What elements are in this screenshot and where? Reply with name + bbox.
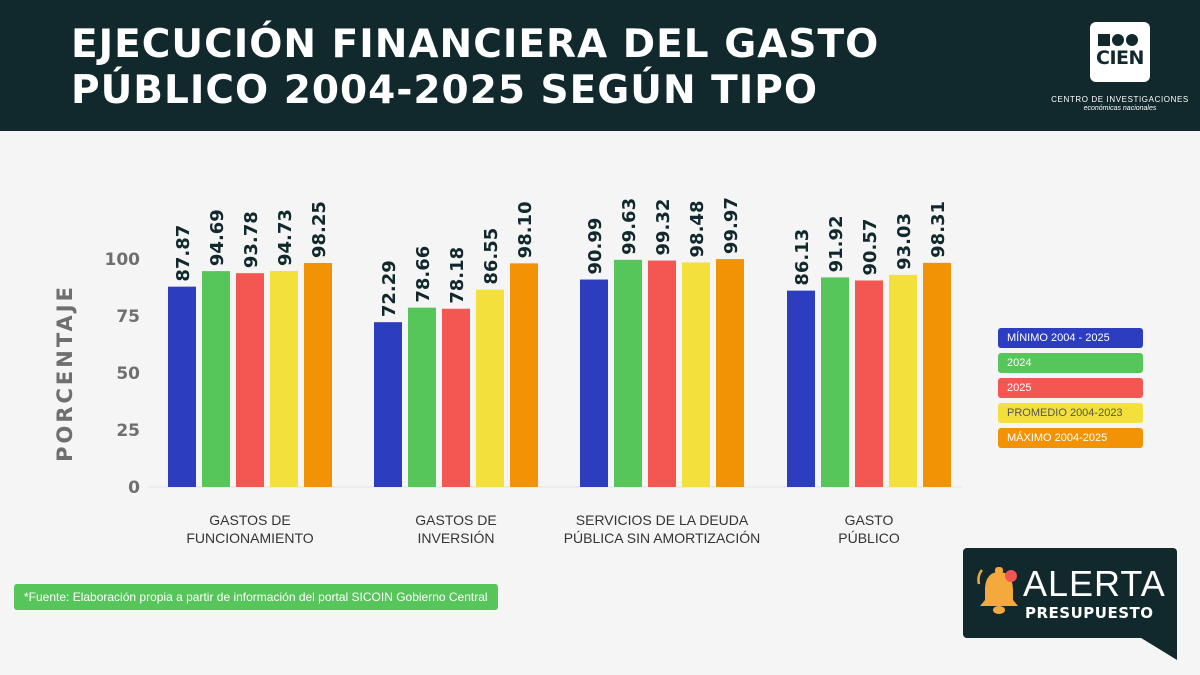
data-label: 93.03 — [894, 213, 915, 270]
source-note: *Fuente: Elaboración propia a partir de … — [14, 584, 498, 610]
bar — [408, 307, 436, 487]
legend-item: PROMEDIO 2004-2023 — [998, 403, 1143, 423]
data-label: 86.55 — [481, 228, 502, 285]
data-label: 86.13 — [792, 229, 813, 286]
bar — [202, 271, 230, 487]
category-label: GASTO — [845, 512, 894, 528]
bar — [442, 308, 470, 487]
y-tick-label: 25 — [116, 421, 140, 441]
bar — [648, 260, 676, 487]
bar — [614, 259, 642, 487]
data-label: 90.99 — [585, 218, 606, 275]
logo-subcaption: económicas nacionales — [1083, 105, 1157, 112]
bell-icon — [977, 567, 1018, 614]
data-label: 99.97 — [721, 197, 742, 254]
bar — [821, 277, 849, 487]
category-label: GASTOS DE — [415, 512, 496, 528]
bar — [580, 279, 608, 487]
y-tick-label: 100 — [105, 250, 141, 270]
data-label: 78.66 — [413, 246, 434, 303]
category-label: FUNCIONAMIENTO — [186, 530, 313, 546]
legend-item: 2025 — [998, 378, 1143, 398]
badge-tail-icon — [1133, 633, 1177, 660]
y-tick-label: 0 — [128, 478, 140, 498]
data-label: 72.29 — [379, 260, 400, 317]
badge-subtitle: PRESUPUESTO — [1025, 604, 1154, 622]
legend-item: MÍNIMO 2004 - 2025 — [998, 328, 1143, 348]
data-label: 87.87 — [173, 225, 194, 282]
bar — [304, 262, 332, 487]
data-label: 93.78 — [241, 211, 262, 268]
logo-mark-icon — [1098, 34, 1138, 46]
data-label: 91.92 — [826, 215, 847, 272]
bar — [510, 263, 538, 487]
legend-item: 2024 — [998, 353, 1143, 373]
bar — [682, 262, 710, 487]
data-label: 78.18 — [447, 247, 468, 304]
bar — [923, 262, 951, 487]
bar-chart: 0 25 50 75 100 PORCENTAJE 87.87 72.29 90.99 86.13… — [53, 197, 962, 546]
data-label: 98.48 — [687, 201, 708, 258]
bar — [374, 322, 402, 487]
data-label: 98.31 — [928, 201, 949, 258]
alerta-presupuesto-badge: ALERTA PRESUPUESTO — [963, 548, 1178, 660]
bar — [855, 280, 883, 487]
chart-legend: MÍNIMO 2004 - 2025 2024 2025 PROMEDIO 2004-… — [998, 328, 1143, 453]
category-label: INVERSIÓN — [417, 530, 494, 546]
bar — [716, 259, 744, 487]
data-label: 99.63 — [619, 198, 640, 255]
data-label: 90.57 — [860, 219, 881, 276]
badge-title: ALERTA — [1023, 563, 1166, 604]
page-title: EJECUCIÓN FINANCIERA DEL GASTO PÚBLICO 2… — [71, 22, 971, 114]
category-label: PÚBLICA SIN AMORTIZACIÓN — [564, 530, 761, 546]
y-tick-label: 50 — [116, 364, 140, 384]
y-tick-label: 75 — [116, 307, 140, 327]
logo-caption: CENTRO DE INVESTIGACIONES — [1051, 95, 1189, 104]
header-banner: EJECUCIÓN FINANCIERA DEL GASTO PÚBLICO 2… — [0, 0, 1200, 131]
category-label: PÚBLICO — [838, 530, 900, 546]
bar — [476, 289, 504, 487]
legend-item: MÁXIMO 2004-2025 — [998, 428, 1143, 448]
data-label: 99.32 — [653, 199, 674, 256]
data-label: 98.10 — [515, 201, 536, 258]
bar — [787, 290, 815, 487]
category-label: SERVICIOS DE LA DEUDA — [576, 512, 749, 528]
data-label: 98.25 — [309, 201, 330, 258]
title-line-2: PÚBLICO 2004-2025 SEGÚN TIPO — [71, 68, 819, 113]
cien-logo: CIEN — [1090, 22, 1150, 82]
bar — [270, 271, 298, 487]
category-label: GASTOS DE — [209, 512, 290, 528]
bar — [168, 286, 196, 487]
title-line-1: EJECUCIÓN FINANCIERA DEL GASTO — [71, 22, 880, 67]
data-label: 94.69 — [207, 209, 228, 266]
logo-text: CIEN — [1096, 47, 1144, 69]
bar — [889, 274, 917, 487]
bar — [236, 273, 264, 487]
data-label: 94.73 — [275, 209, 296, 266]
y-axis-label: PORCENTAJE — [53, 284, 77, 462]
